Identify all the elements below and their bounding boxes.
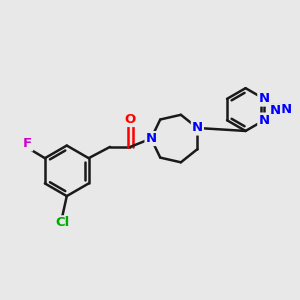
Text: N: N (146, 132, 157, 145)
Text: N: N (192, 122, 203, 134)
Text: F: F (23, 137, 32, 150)
Text: N: N (259, 92, 270, 105)
Text: O: O (124, 113, 136, 126)
Text: N: N (270, 104, 281, 117)
Text: N: N (259, 114, 270, 127)
Text: N: N (259, 114, 270, 127)
Text: N: N (259, 92, 270, 105)
Text: Cl: Cl (55, 216, 69, 229)
Text: N: N (281, 103, 292, 116)
Text: N: N (270, 102, 281, 115)
